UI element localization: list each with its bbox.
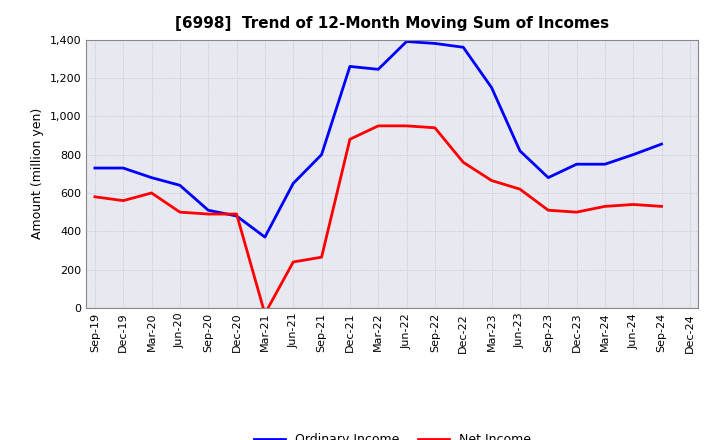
Ordinary Income <box>657 141 666 147</box>
Net Income <box>261 311 269 316</box>
Net Income <box>657 204 666 209</box>
Net Income <box>516 187 524 192</box>
Ordinary Income <box>459 44 467 50</box>
Ordinary Income <box>516 148 524 154</box>
Net Income <box>572 209 581 215</box>
Ordinary Income <box>572 161 581 167</box>
Ordinary Income <box>233 213 241 219</box>
Ordinary Income <box>289 181 297 186</box>
Line: Ordinary Income: Ordinary Income <box>95 41 662 237</box>
Ordinary Income <box>148 175 156 180</box>
Ordinary Income <box>544 175 552 180</box>
Ordinary Income <box>431 41 439 46</box>
Net Income <box>374 123 382 128</box>
Net Income <box>289 259 297 264</box>
Ordinary Income <box>204 208 212 213</box>
Net Income <box>600 204 609 209</box>
Net Income <box>91 194 99 199</box>
Line: Net Income: Net Income <box>95 126 662 314</box>
Net Income <box>318 255 326 260</box>
Ordinary Income <box>176 183 184 188</box>
Net Income <box>346 137 354 142</box>
Ordinary Income <box>374 67 382 72</box>
Ordinary Income <box>318 152 326 157</box>
Net Income <box>204 211 212 216</box>
Net Income <box>119 198 127 203</box>
Ordinary Income <box>600 161 609 167</box>
Ordinary Income <box>487 85 496 90</box>
Y-axis label: Amount (million yen): Amount (million yen) <box>32 108 45 239</box>
Net Income <box>629 202 637 207</box>
Title: [6998]  Trend of 12-Month Moving Sum of Incomes: [6998] Trend of 12-Month Moving Sum of I… <box>176 16 609 32</box>
Legend: Ordinary Income, Net Income: Ordinary Income, Net Income <box>248 427 537 440</box>
Net Income <box>431 125 439 130</box>
Net Income <box>459 160 467 165</box>
Ordinary Income <box>261 235 269 240</box>
Net Income <box>544 208 552 213</box>
Ordinary Income <box>119 165 127 171</box>
Ordinary Income <box>629 152 637 157</box>
Ordinary Income <box>346 64 354 69</box>
Net Income <box>148 191 156 196</box>
Net Income <box>176 209 184 215</box>
Net Income <box>402 123 411 128</box>
Ordinary Income <box>91 165 99 171</box>
Ordinary Income <box>402 39 411 44</box>
Net Income <box>487 178 496 183</box>
Net Income <box>233 211 241 216</box>
